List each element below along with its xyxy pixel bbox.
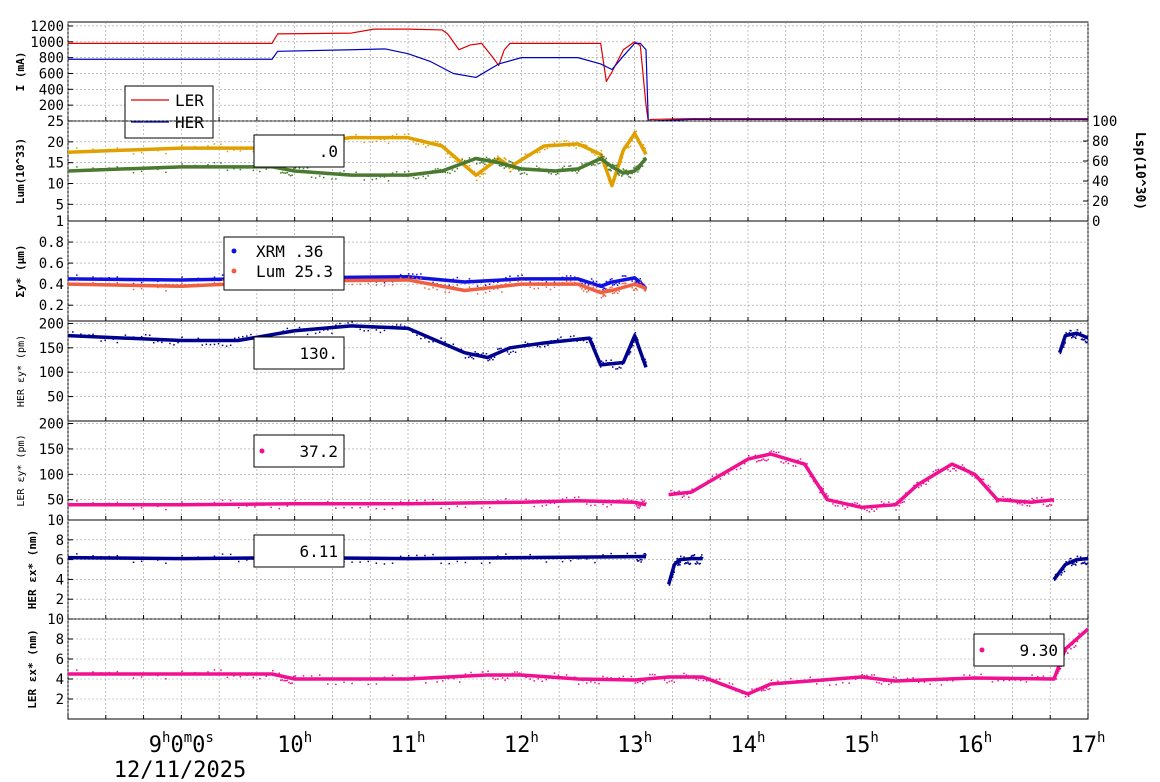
series-herxlate [1052, 556, 1088, 581]
x-tick-label: 11h [391, 730, 426, 758]
y-tick-label: 10 [47, 612, 64, 628]
y-tick-label: 200 [39, 417, 64, 433]
y-tick-label: 1 [56, 214, 64, 230]
series-herxmid [666, 556, 703, 585]
legend-value: 9.30 [1019, 641, 1058, 660]
panel-her_eps_x: 2 4 6 8 HER εx* (nm) 6.11 [26, 519, 1089, 620]
series-lery [68, 498, 647, 507]
y-tick-label: 8 [56, 533, 64, 549]
y-right-tick-label: 20 [1092, 194, 1109, 210]
y-tick-label: 5 [56, 197, 64, 213]
y-axis-label: LER εx* (nm) [26, 629, 39, 708]
x-tick-label: 15h [844, 730, 879, 758]
x-axis: 9h0m0s 10h 11h 12h 13h 14h 15h 16h 17h 12/11/2025 [114, 730, 1106, 782]
y-tick-label: 10 [47, 513, 64, 529]
y-tick-label: 4 [56, 672, 64, 688]
legend-luminosity: .0 [253, 134, 345, 168]
x-tick-label: 16h [957, 730, 992, 758]
legend-label: HER [175, 113, 204, 132]
y-right-tick-label: 80 [1092, 134, 1109, 150]
y-tick-label: 1200 [30, 19, 64, 35]
y-axis-label: HER εx* (nm) [26, 530, 39, 609]
y-tick-label: 0.8 [39, 235, 64, 251]
y-tick-label: 8 [56, 632, 64, 648]
panel-her_eps_y: 50 100 150 200 HER εy* (pm) 130. [16, 316, 1089, 422]
series-lerx [68, 627, 1088, 696]
y-tick-label: 50 [47, 390, 64, 406]
x-tick-label: 12h [504, 730, 539, 758]
y-right-tick-label: 0 [1092, 214, 1100, 230]
y-tick-label: 6 [56, 553, 64, 569]
panel-luminosity: 15 10 15 20 25 0 20 40 60 80 100 Lsp(10^30) Lum(10^3… [14, 114, 1147, 230]
series-her [68, 42, 1088, 121]
x-tick-label: 17h [1071, 730, 1106, 758]
legend-ler_eps_x: 9.30 [973, 633, 1065, 667]
y-tick-label: 20 [47, 135, 64, 151]
x-tick-label: 14h [731, 730, 766, 758]
panel-ler_eps_y: 10 50 100 150 200 LER εy* (pm) 37.2 [16, 417, 1089, 529]
legend-label: XRM .36 [256, 242, 323, 261]
y-tick-label: 0.2 [39, 298, 64, 314]
legend-value: .0 [319, 142, 338, 161]
legend-value: 6.11 [299, 542, 338, 561]
legend-label: Lum 25.3 [256, 262, 333, 281]
y-tick-label: 1000 [30, 35, 64, 51]
legend-current: LER HER [124, 85, 214, 139]
y-tick-label: 100 [39, 365, 64, 381]
series-herx [68, 554, 646, 561]
date-label: 12/11/2025 [114, 758, 246, 782]
legend-her_eps_y: 130. [253, 336, 345, 370]
x-tick-label: 10h [277, 730, 312, 758]
y-tick-label: 15 [47, 156, 64, 172]
series-hery [68, 324, 648, 368]
legend-her_eps_x: 6.11 [253, 534, 345, 568]
y-axis-label: HER εy* (pm) [16, 335, 27, 407]
y-axis-label: I (mA) [14, 52, 27, 92]
y-right-axis-label: Lsp(10^30) [1132, 132, 1147, 210]
x-tick-label: 13h [617, 730, 652, 758]
legend-label: LER [175, 91, 204, 110]
legend-value: 130. [299, 344, 338, 363]
y-tick-label: 200 [39, 316, 64, 332]
y-tick-label: 150 [39, 442, 64, 458]
y-axis-label: Lum(10^33) [14, 138, 27, 204]
y-tick-label: 2 [56, 692, 64, 708]
y-tick-label: 800 [39, 51, 64, 67]
y-tick-label: 50 [47, 493, 64, 509]
y-tick-label: 100 [39, 467, 64, 483]
y-right-tick-label: 60 [1092, 154, 1109, 170]
y-tick-label: 4 [56, 572, 64, 588]
y-tick-label: 2 [56, 592, 64, 608]
y-axis-label: Σy* (μm) [14, 245, 27, 298]
y-tick-label: 600 [39, 66, 64, 82]
x-tick-label: 9h0m0s [149, 730, 214, 758]
legend-value: 37.2 [299, 442, 338, 461]
series-ler [68, 28, 1088, 121]
y-right-tick-label: 40 [1092, 174, 1109, 190]
y-tick-label: 0.6 [39, 256, 64, 272]
legend-ler_eps_y: 37.2 [253, 434, 345, 468]
y-tick-label: 150 [39, 341, 64, 357]
y-tick-label: 0.4 [39, 277, 64, 293]
y-axis-label: LER εy* (pm) [16, 434, 27, 506]
y-right-tick-label: 100 [1092, 114, 1117, 130]
y-tick-label: 200 [39, 98, 64, 114]
panel-ler_eps_x: 2 4 6 8 10 LER εx* (nm) 9.30 [26, 612, 1089, 720]
y-tick-label: 6 [56, 652, 64, 668]
y-tick-label: 25 [47, 114, 64, 130]
y-tick-label: 10 [47, 177, 64, 193]
y-tick-label: 400 [39, 82, 64, 98]
